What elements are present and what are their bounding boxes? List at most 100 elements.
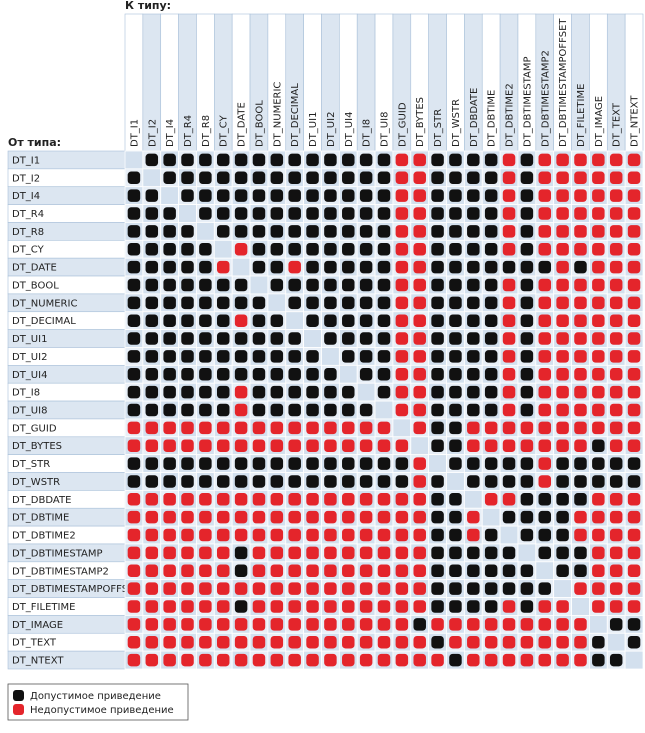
conversion-dot xyxy=(627,403,641,417)
conversion-dot xyxy=(574,242,587,256)
conversion-dot xyxy=(288,653,301,667)
conversion-dot xyxy=(342,278,355,292)
conversion-dot xyxy=(199,242,212,256)
column-label: DT_CY xyxy=(219,114,230,147)
conversion-dot xyxy=(627,314,641,327)
conversion-dot xyxy=(449,225,462,238)
conversion-dot xyxy=(359,368,373,381)
conversion-dot xyxy=(216,564,230,578)
conversion-dot xyxy=(431,314,444,327)
conversion-dot xyxy=(556,564,569,578)
conversion-dot xyxy=(574,153,587,167)
conversion-dot xyxy=(395,332,409,345)
conversion-dot xyxy=(216,260,230,274)
conversion-dot xyxy=(252,332,266,345)
conversion-dot xyxy=(306,278,319,292)
conversion-dot xyxy=(252,528,266,542)
conversion-dot xyxy=(538,385,552,399)
conversion-dot xyxy=(306,242,319,256)
cell xyxy=(517,543,537,563)
conversion-dot xyxy=(270,171,284,185)
conversion-dot xyxy=(609,493,623,506)
conversion-dot xyxy=(449,439,462,452)
conversion-dot xyxy=(520,653,534,667)
conversion-dot xyxy=(234,421,248,435)
conversion-dot xyxy=(467,296,480,310)
conversion-dot xyxy=(288,635,301,649)
conversion-dot xyxy=(163,296,176,310)
conversion-dot xyxy=(252,457,266,470)
conversion-dot xyxy=(127,635,141,649)
legend-label: Недопустимое приведение xyxy=(30,705,174,716)
conversion-dot xyxy=(342,385,355,399)
conversion-dot xyxy=(592,368,605,381)
conversion-dot xyxy=(592,528,605,542)
conversion-dot xyxy=(127,314,141,327)
conversion-dot xyxy=(270,510,284,524)
row-label: DT_GUID xyxy=(12,423,57,434)
conversion-dot xyxy=(467,510,480,524)
conversion-dot xyxy=(216,385,230,399)
conversion-dot xyxy=(431,207,444,220)
conversion-dot xyxy=(252,314,266,327)
conversion-dot xyxy=(592,510,605,524)
conversion-dot xyxy=(467,600,480,613)
conversion-dot xyxy=(288,385,301,399)
conversion-dot xyxy=(627,278,641,292)
conversion-dot xyxy=(449,493,462,506)
conversion-dot xyxy=(181,332,194,345)
conversion-dot xyxy=(234,564,248,578)
conversion-dot xyxy=(395,296,409,310)
conversion-dot xyxy=(377,635,391,649)
conversion-dot xyxy=(359,528,373,542)
conversion-dot xyxy=(216,493,230,506)
conversion-dot xyxy=(467,653,480,667)
conversion-dot xyxy=(342,260,355,274)
conversion-dot xyxy=(609,653,623,667)
conversion-dot xyxy=(324,475,337,488)
conversion-dot xyxy=(145,600,159,613)
conversion-dot xyxy=(431,546,444,560)
conversion-dot xyxy=(359,475,373,488)
conversion-dot xyxy=(502,457,516,470)
conversion-dot xyxy=(163,242,176,256)
conversion-dot xyxy=(431,260,444,274)
conversion-dot xyxy=(413,564,426,578)
column-label: DT_BYTES xyxy=(415,97,426,147)
row-label: DT_R8 xyxy=(12,227,44,238)
conversion-dot xyxy=(592,421,605,435)
conversion-dot xyxy=(145,207,159,220)
conversion-dot xyxy=(145,385,159,399)
conversion-dot xyxy=(609,475,623,488)
conversion-dot xyxy=(359,635,373,649)
conversion-dot xyxy=(342,546,355,560)
conversion-dot xyxy=(377,171,391,185)
conversion-dot xyxy=(181,260,194,274)
conversion-dot xyxy=(609,242,623,256)
conversion-dot xyxy=(216,653,230,667)
conversion-dot xyxy=(342,457,355,470)
conversion-dot xyxy=(609,153,623,167)
conversion-dot xyxy=(395,439,409,452)
conversion-dot xyxy=(181,189,194,202)
from-type-label: От типа: xyxy=(8,136,61,149)
conversion-dot xyxy=(538,189,552,202)
row-label: DT_DBTIMESTAMP2 xyxy=(12,566,109,577)
conversion-dot xyxy=(449,153,462,167)
conversion-dot xyxy=(431,278,444,292)
legend-box xyxy=(7,683,189,721)
cell xyxy=(285,311,305,331)
conversion-dot xyxy=(234,385,248,399)
row-label: DT_DBTIME xyxy=(12,513,69,524)
conversion-dot xyxy=(324,635,337,649)
conversion-dot xyxy=(413,421,426,435)
conversion-dot xyxy=(324,618,337,631)
conversion-dot xyxy=(449,171,462,185)
conversion-dot xyxy=(538,475,552,488)
conversion-dot xyxy=(163,207,176,220)
conversion-dot xyxy=(324,385,337,399)
conversion-dot xyxy=(395,510,409,524)
conversion-dot xyxy=(216,546,230,560)
conversion-dot xyxy=(520,171,534,185)
conversion-dot xyxy=(520,457,534,470)
